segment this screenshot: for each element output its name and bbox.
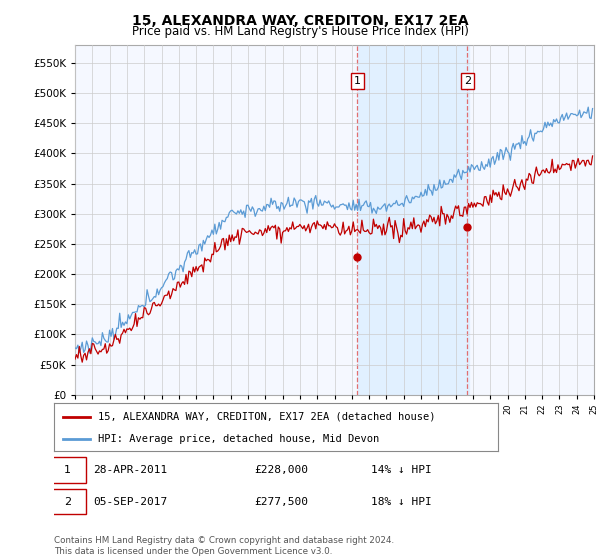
Text: 15, ALEXANDRA WAY, CREDITON, EX17 2EA: 15, ALEXANDRA WAY, CREDITON, EX17 2EA [131,14,469,28]
Text: 14% ↓ HPI: 14% ↓ HPI [371,465,431,475]
Text: 18% ↓ HPI: 18% ↓ HPI [371,497,431,507]
Text: Contains HM Land Registry data © Crown copyright and database right 2024.
This d: Contains HM Land Registry data © Crown c… [54,536,394,556]
Text: 1: 1 [354,76,361,86]
Text: 05-SEP-2017: 05-SEP-2017 [94,497,168,507]
Text: HPI: Average price, detached house, Mid Devon: HPI: Average price, detached house, Mid … [98,434,380,444]
Text: 15, ALEXANDRA WAY, CREDITON, EX17 2EA (detached house): 15, ALEXANDRA WAY, CREDITON, EX17 2EA (d… [98,412,436,422]
Text: 2: 2 [64,497,71,507]
FancyBboxPatch shape [49,489,86,514]
Text: 2: 2 [464,76,471,86]
FancyBboxPatch shape [49,458,86,483]
Text: £277,500: £277,500 [254,497,308,507]
Text: £228,000: £228,000 [254,465,308,475]
Text: 1: 1 [64,465,71,475]
Text: 28-APR-2011: 28-APR-2011 [94,465,168,475]
Text: Price paid vs. HM Land Registry's House Price Index (HPI): Price paid vs. HM Land Registry's House … [131,25,469,38]
